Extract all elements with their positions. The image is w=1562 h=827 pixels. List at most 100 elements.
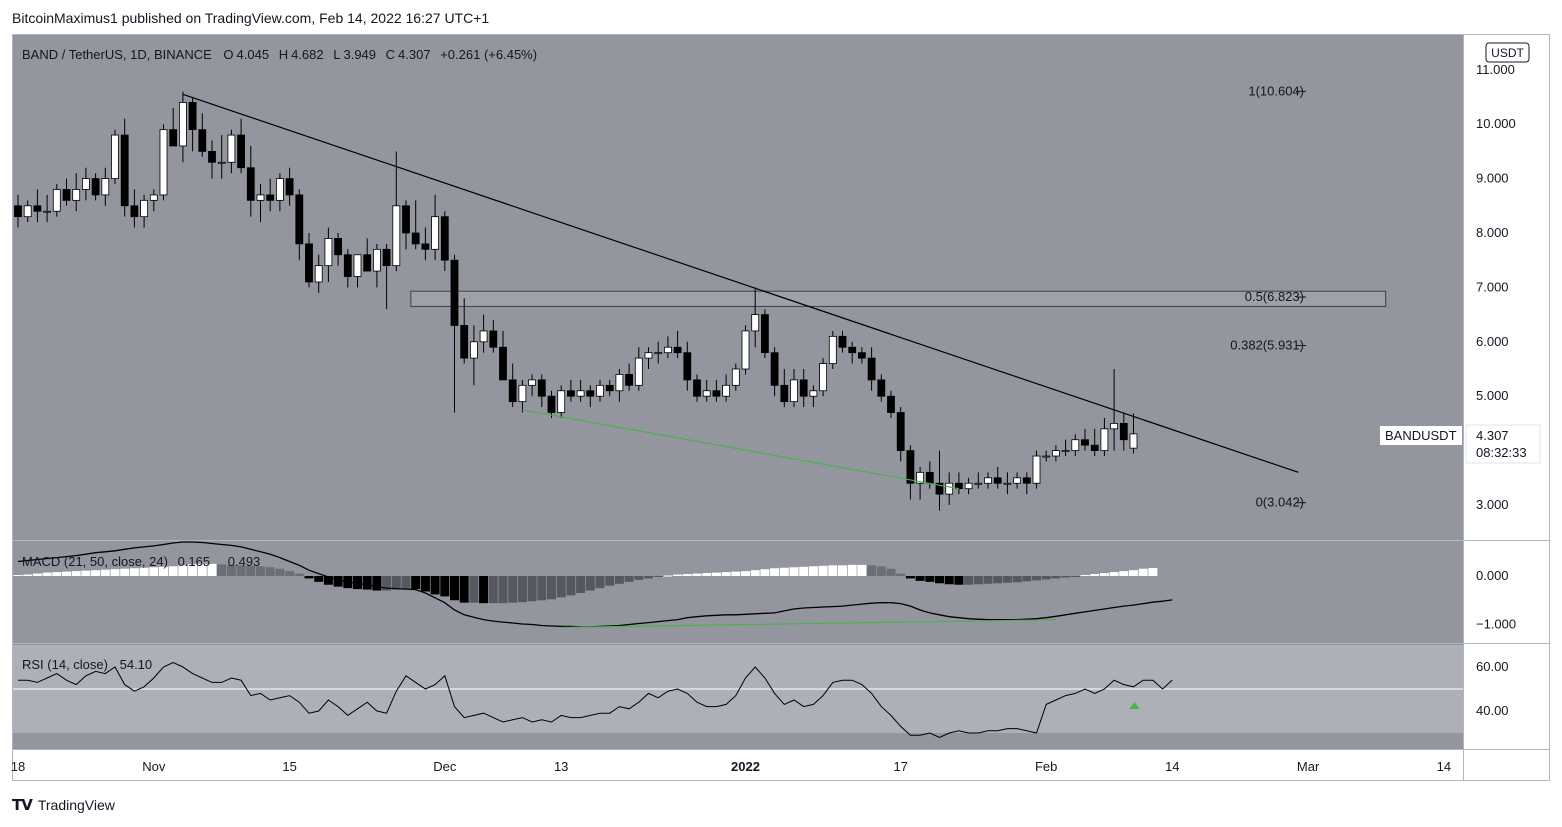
candle-body [431, 216, 440, 250]
macd-histogram-bar [411, 576, 421, 590]
time-axis-label: Feb [1035, 759, 1057, 774]
macd-pane-background [13, 541, 1463, 643]
macd-histogram-bar [576, 576, 586, 593]
macd-histogram-bar [886, 568, 896, 576]
candle-body [935, 482, 944, 495]
tradingview-brand[interactable]: TV TradingView [12, 796, 115, 814]
low-value: 3.949 [343, 47, 376, 62]
macd-histogram-bar [624, 576, 634, 582]
candle-body [780, 384, 789, 403]
macd-axis-tick-label: 0.000 [1476, 568, 1509, 583]
candle-body [402, 205, 410, 234]
macd-histogram-bar [760, 569, 770, 576]
price-axis-background [1464, 35, 1549, 749]
rsi-plot [13, 662, 1463, 738]
candle-body [790, 379, 798, 403]
macd-histogram-bar [159, 566, 168, 576]
macd-histogram-bar [925, 576, 935, 582]
candle-body [324, 238, 333, 267]
candle-body [984, 477, 992, 484]
time-axis-label: 17 [893, 759, 907, 774]
macd-histogram-bar [91, 570, 101, 576]
macd-histogram-bar [294, 573, 304, 576]
candle-body [673, 346, 682, 354]
candle-body [382, 248, 391, 267]
candle-body [43, 210, 51, 213]
macd-value: 0.165 [178, 554, 211, 569]
macd-histogram-bar [838, 565, 847, 576]
candle-body [23, 205, 32, 218]
macd-histogram-bar [401, 576, 411, 589]
candle-body [634, 357, 643, 386]
macd-histogram-bar [964, 576, 974, 585]
macd-histogram-bar [129, 568, 139, 576]
currency-badge-box[interactable] [1485, 42, 1530, 63]
macd-histogram-bar [100, 569, 110, 576]
macd-histogram-bar [362, 576, 372, 590]
macd-histogram-bar [1099, 573, 1109, 576]
candle-body [305, 243, 313, 283]
macd-histogram-bar [721, 572, 731, 576]
macd-histogram-bar [42, 572, 52, 576]
candle-body [140, 199, 149, 218]
macd-histogram-bar [993, 576, 1003, 584]
symbol-legend: BAND / TetherUS, 1D, BINANCE [22, 47, 212, 62]
macd-histogram-bar [1148, 567, 1158, 576]
candle-body [605, 384, 614, 392]
candle-body [964, 482, 973, 490]
price-axis-tick-label: 6.000 [1476, 334, 1509, 349]
candle-body [761, 314, 769, 354]
macd-histogram-bar [527, 576, 537, 602]
macd-histogram-bar [779, 567, 789, 576]
candle-body [848, 346, 857, 354]
low-label: L [333, 47, 340, 62]
macd-plot [13, 541, 1173, 629]
candle-body [72, 189, 81, 201]
candle-body [208, 150, 216, 163]
candle-body [712, 390, 721, 397]
macd-histogram-bar [973, 576, 983, 585]
macd-histogram-bar [469, 576, 479, 603]
candle-body [149, 194, 158, 201]
candle-body [576, 390, 585, 397]
macd-histogram-bar [1070, 576, 1080, 577]
candle-body [392, 205, 401, 267]
macd-histogram-bar [789, 567, 799, 576]
candle-body [877, 379, 886, 397]
macd-histogram-bar [954, 576, 964, 585]
candle-body [993, 477, 1002, 484]
candle-body [887, 395, 895, 413]
candle-body [1071, 439, 1080, 452]
time-axis-label: Nov [142, 759, 166, 774]
candle-body [343, 254, 352, 277]
macd-histogram-bar [818, 565, 828, 576]
macd-histogram-bar [168, 566, 178, 576]
time-axis-label: Mar [1297, 759, 1320, 774]
price-axis-tick-label: 9.000 [1476, 171, 1509, 186]
candle-body [537, 379, 546, 397]
candle-body [1052, 450, 1060, 457]
candle-body [285, 178, 294, 196]
candle-body [1090, 444, 1099, 452]
candle-body [518, 384, 527, 403]
candle-body [120, 134, 129, 207]
close-label: C [386, 47, 395, 62]
macd-histogram-bar [479, 576, 489, 604]
rsi-legend-title: RSI (14, close) [22, 657, 108, 672]
candle-body [275, 178, 284, 201]
macd-histogram-bar [750, 570, 760, 576]
candle-body [896, 412, 905, 451]
macd-histogram-bar [711, 572, 721, 576]
macd-histogram-bar [585, 576, 595, 591]
macd-histogram-bar [420, 576, 430, 592]
price-axis-tick-label: 10.000 [1476, 116, 1516, 131]
candle-body [33, 205, 42, 212]
macd-histogram-bar [488, 576, 498, 604]
macd-histogram-bar [799, 566, 809, 576]
macd-histogram-bar [663, 575, 673, 577]
macd-legend: MACD (21, 50, close, 24) 0.165 0.493 [22, 554, 260, 569]
candle-body [450, 259, 459, 326]
time-axis-label: 14 [1437, 759, 1451, 774]
macd-histogram-bar [32, 573, 42, 576]
